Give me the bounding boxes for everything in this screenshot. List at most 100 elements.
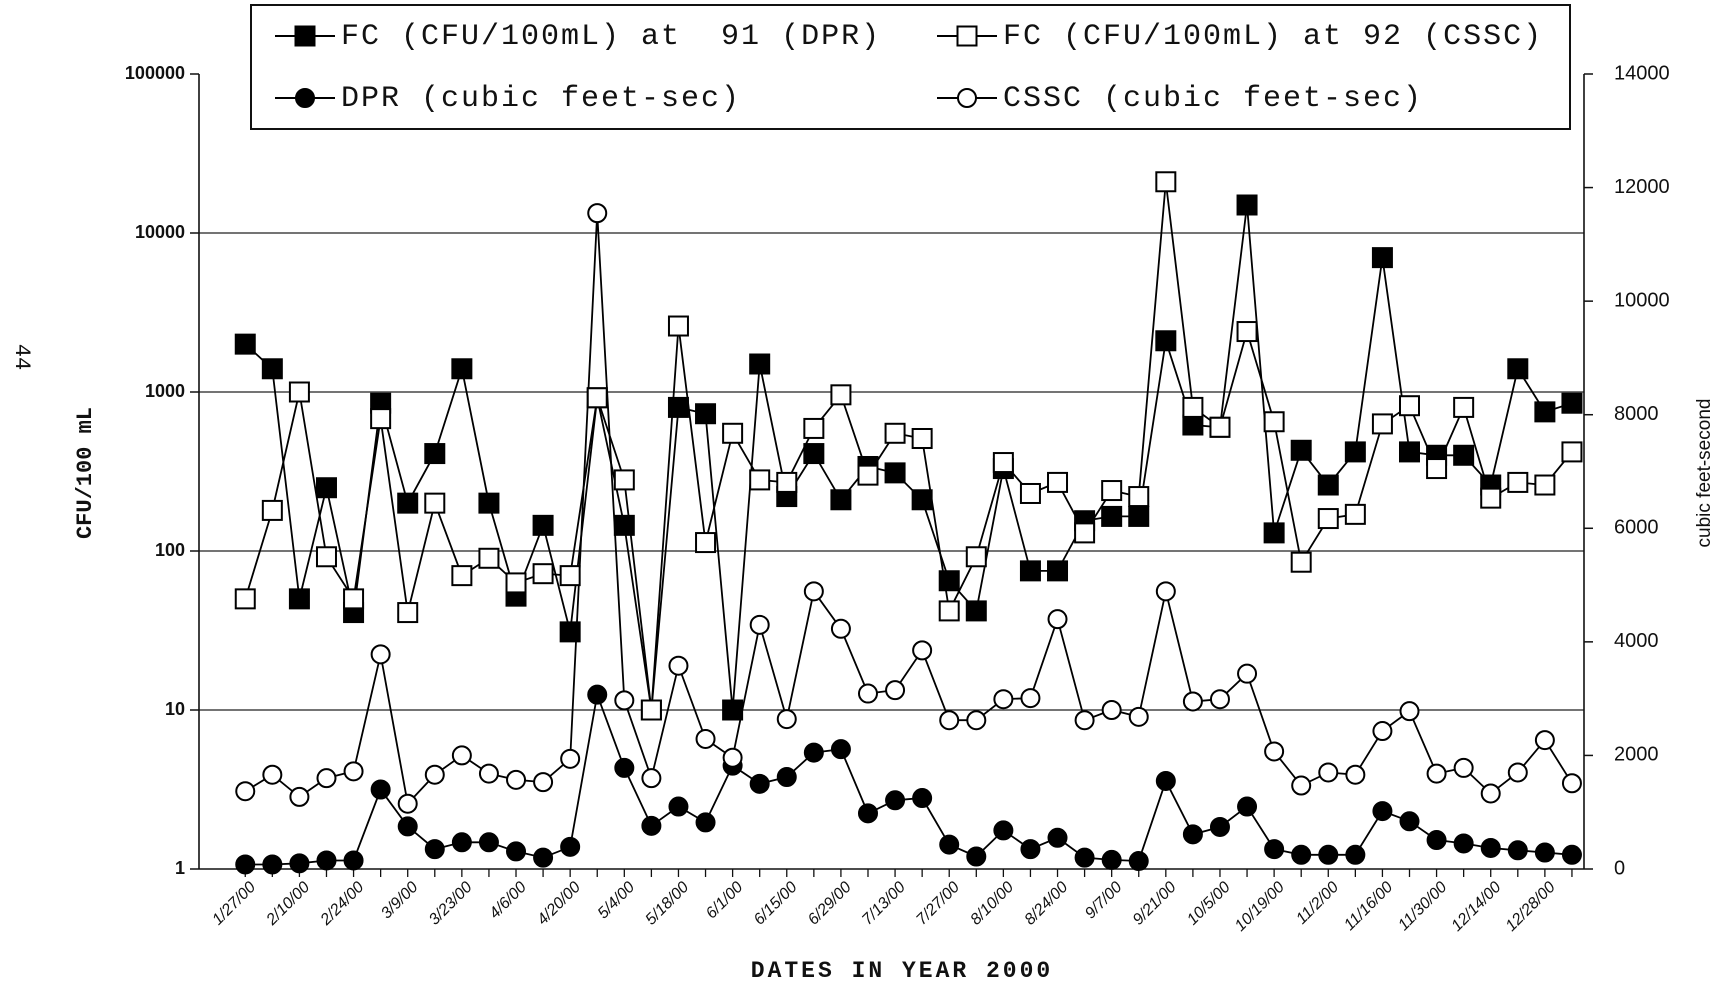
data-point (586, 387, 608, 409)
data-point (1453, 444, 1475, 466)
data-point (1209, 416, 1231, 438)
data-point (1426, 763, 1447, 784)
data-point (911, 489, 933, 511)
y2-tick-label: 0 (1614, 857, 1625, 879)
x-tick-label: 2/24/00 (317, 879, 368, 930)
legend-box (250, 4, 1571, 130)
data-point (668, 796, 689, 817)
x-tick-label: 4/6/00 (486, 879, 530, 923)
data-point (478, 492, 500, 514)
data-point (857, 683, 878, 704)
x-tick-label: 8/10/00 (967, 879, 1017, 929)
data-point (397, 602, 419, 624)
data-point (370, 644, 391, 665)
data-point (397, 816, 418, 837)
data-point (1371, 247, 1393, 269)
data-point (857, 464, 879, 486)
data-point (939, 834, 960, 855)
data-point (803, 581, 824, 602)
data-point (451, 565, 473, 587)
data-point (830, 489, 852, 511)
data-point (1317, 474, 1339, 496)
data-point (1128, 851, 1149, 872)
y-tick-label: 10 (165, 699, 185, 719)
data-point (478, 547, 500, 569)
x-tick-label: 3/23/00 (426, 879, 476, 929)
data-point (1534, 842, 1555, 863)
data-point (1182, 396, 1204, 418)
data-point (1317, 508, 1339, 530)
x-tick-label: 11/16/00 (1341, 879, 1396, 934)
x-tick-label: 11/30/00 (1395, 879, 1450, 934)
data-point (424, 839, 445, 860)
data-point (343, 850, 364, 871)
data-point (722, 699, 744, 721)
data-point (938, 570, 960, 592)
data-point (857, 803, 878, 824)
y2-tick-label: 4000 (1614, 630, 1659, 652)
data-point (1534, 474, 1556, 496)
data-point (667, 315, 689, 337)
data-point (613, 514, 635, 536)
data-point (505, 572, 527, 594)
data-point (532, 563, 554, 585)
data-point (749, 469, 771, 491)
data-point (1561, 773, 1582, 794)
data-point (885, 680, 906, 701)
data-point (1264, 741, 1285, 762)
data-point (235, 781, 256, 802)
x-tick-label: 9/7/00 (1082, 879, 1126, 923)
data-point (614, 757, 635, 778)
data-point (1182, 691, 1203, 712)
y-tick-label: 1 (175, 858, 185, 878)
y-axis-title: CFU/100 mL (73, 407, 98, 539)
data-point (234, 588, 256, 610)
data-point (1155, 770, 1176, 791)
legend-label: CSSC (cubic feet-sec) (1003, 82, 1423, 116)
data-point (776, 767, 797, 788)
data-point (1047, 609, 1068, 630)
data-point (1318, 762, 1339, 783)
x-tick-label: 6/29/00 (805, 879, 855, 929)
data-point (261, 358, 283, 380)
data-point (1507, 840, 1528, 861)
data-point (911, 427, 933, 449)
x-tick-label: 3/9/00 (378, 879, 422, 923)
data-point (1047, 471, 1069, 493)
data-point (1372, 801, 1393, 822)
data-point (830, 618, 851, 639)
data-point (559, 621, 581, 643)
data-point (1561, 844, 1582, 865)
data-point (560, 836, 581, 857)
y-tick-label: 10000 (135, 222, 185, 242)
data-point (1345, 844, 1366, 865)
data-point (451, 832, 472, 853)
data-point (749, 353, 771, 375)
data-point (1480, 487, 1502, 509)
data-point (1155, 171, 1177, 193)
data-point (965, 600, 987, 622)
data-point (1019, 482, 1041, 504)
data-point (1074, 710, 1095, 731)
data-point (1399, 701, 1420, 722)
data-point (830, 739, 851, 760)
data-point (1209, 816, 1230, 837)
data-point (316, 768, 337, 789)
x-tick-label: 9/21/00 (1130, 879, 1180, 929)
data-point (668, 655, 689, 676)
data-point (1398, 395, 1420, 417)
page-label: 44 (9, 344, 34, 370)
x-tick-label: 7/13/00 (859, 879, 909, 929)
x-tick-label: 11/2/00 (1293, 879, 1342, 928)
data-point (1155, 581, 1176, 602)
data-point (370, 779, 391, 800)
data-point (1344, 441, 1366, 463)
legend-marker (294, 25, 316, 47)
data-point (451, 358, 473, 380)
data-point (966, 846, 987, 867)
data-point (1074, 522, 1096, 544)
x-tick-label: 2/10/00 (263, 879, 314, 930)
data-point (1507, 762, 1528, 783)
data-point (1561, 392, 1583, 414)
